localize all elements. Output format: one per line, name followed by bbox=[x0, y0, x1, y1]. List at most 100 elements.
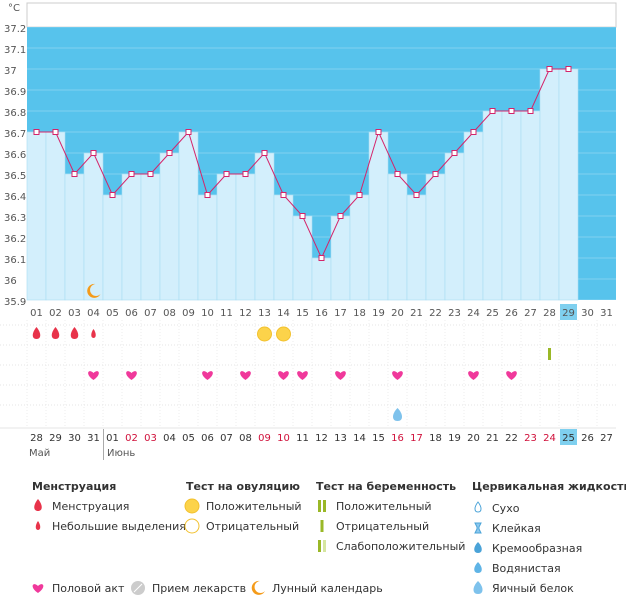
x-tick-label: 10 bbox=[201, 308, 214, 319]
month-label: Май bbox=[29, 448, 50, 459]
point bbox=[451, 150, 458, 156]
bar bbox=[159, 152, 180, 301]
date-label: 24 bbox=[543, 433, 556, 444]
bar bbox=[368, 131, 389, 301]
date-label: 30 bbox=[68, 433, 81, 444]
date-label: 06 bbox=[201, 433, 214, 444]
x-tick-label: 22 bbox=[429, 308, 442, 319]
bar bbox=[501, 110, 522, 301]
date-label: 19 bbox=[448, 433, 461, 444]
date-label: 15 bbox=[372, 433, 385, 444]
point bbox=[546, 66, 553, 72]
y-tick-label: 36.9 bbox=[4, 87, 26, 98]
plot-header bbox=[26, 2, 617, 28]
legend-label: Отрицательный bbox=[336, 520, 429, 533]
preg-faint-icon bbox=[318, 540, 321, 552]
legend-label: Кремообразная bbox=[492, 542, 582, 555]
point bbox=[299, 213, 306, 219]
point bbox=[52, 129, 59, 135]
x-tick-label: 16 bbox=[315, 308, 328, 319]
legend-title: Тест на овуляцию bbox=[186, 480, 300, 493]
drop-icon bbox=[34, 499, 42, 511]
drop-icon bbox=[32, 327, 41, 339]
date-label: 27 bbox=[600, 433, 613, 444]
date-label: 31 bbox=[87, 433, 100, 444]
legend-label: Водянистая bbox=[492, 562, 561, 575]
bar bbox=[83, 152, 104, 301]
legend-title: Менструация bbox=[32, 480, 116, 493]
x-tick-label: 15 bbox=[296, 308, 309, 319]
x-tick-label: 08 bbox=[163, 308, 176, 319]
legend-label: Клейкая bbox=[492, 522, 541, 535]
date-label: 17 bbox=[410, 433, 423, 444]
date-label: 29 bbox=[49, 433, 62, 444]
point bbox=[356, 192, 363, 198]
point bbox=[527, 108, 534, 114]
ov-neg-icon bbox=[184, 518, 200, 534]
x-tick-label: 31 bbox=[600, 308, 613, 319]
x-tick-label: 07 bbox=[144, 308, 157, 319]
highlight bbox=[560, 304, 577, 320]
heart-icon bbox=[506, 371, 517, 380]
legend-label: Положительный bbox=[206, 500, 302, 513]
sticky-icon bbox=[474, 522, 482, 534]
drop-icon bbox=[51, 327, 60, 339]
preg-faint-icon bbox=[323, 540, 326, 552]
legend-title: Тест на беременность bbox=[316, 480, 456, 493]
heart-icon bbox=[240, 371, 251, 380]
month-label: Июнь bbox=[107, 448, 135, 459]
legend-label: Небольшие выделения bbox=[52, 520, 186, 533]
bar bbox=[102, 194, 123, 301]
dry-icon bbox=[474, 501, 482, 513]
point bbox=[394, 171, 401, 177]
point bbox=[413, 192, 420, 198]
point bbox=[280, 192, 287, 198]
ov-pos-icon bbox=[257, 326, 272, 342]
pill-icon bbox=[133, 583, 143, 593]
date-label: 26 bbox=[581, 433, 594, 444]
bar bbox=[254, 152, 275, 301]
bar bbox=[178, 131, 199, 301]
y-tick-label: 36.7 bbox=[4, 129, 26, 140]
x-tick-label: 03 bbox=[68, 308, 81, 319]
date-label: 14 bbox=[353, 433, 366, 444]
legend-label: Яичный белок bbox=[492, 582, 574, 595]
bar bbox=[387, 173, 408, 301]
date-label: 16 bbox=[391, 433, 404, 444]
y-unit: °C bbox=[8, 3, 20, 14]
bar bbox=[444, 152, 465, 301]
bar bbox=[330, 215, 351, 301]
point bbox=[147, 171, 154, 177]
point bbox=[375, 129, 382, 135]
date-label: 25 bbox=[562, 433, 575, 444]
x-tick-label: 12 bbox=[239, 308, 252, 319]
x-tick-label: 13 bbox=[258, 308, 271, 319]
y-tick-label: 35.9 bbox=[4, 297, 26, 308]
point bbox=[432, 171, 439, 177]
date-label: 22 bbox=[505, 433, 518, 444]
date-label: 04 bbox=[163, 433, 176, 444]
heart-icon bbox=[468, 371, 479, 380]
x-tick-label: 05 bbox=[106, 308, 119, 319]
heart-icon bbox=[202, 371, 213, 380]
x-tick-label: 24 bbox=[467, 308, 480, 319]
point bbox=[337, 213, 344, 219]
date-label: 20 bbox=[467, 433, 480, 444]
heart-icon bbox=[32, 584, 44, 593]
eggwhite-icon bbox=[473, 581, 483, 594]
point bbox=[223, 171, 230, 177]
preg-neg-icon bbox=[320, 520, 324, 532]
bar bbox=[235, 173, 256, 301]
point bbox=[508, 108, 515, 114]
moon-icon bbox=[87, 283, 101, 298]
bar bbox=[45, 131, 66, 301]
x-tick-label: 02 bbox=[49, 308, 62, 319]
legend-label: Лунный календарь bbox=[272, 582, 383, 595]
x-tick-label: 06 bbox=[125, 308, 138, 319]
bar bbox=[311, 257, 332, 301]
bar bbox=[216, 173, 237, 301]
bar bbox=[140, 173, 161, 301]
date-label: 03 bbox=[144, 433, 157, 444]
heart-icon bbox=[335, 371, 346, 380]
